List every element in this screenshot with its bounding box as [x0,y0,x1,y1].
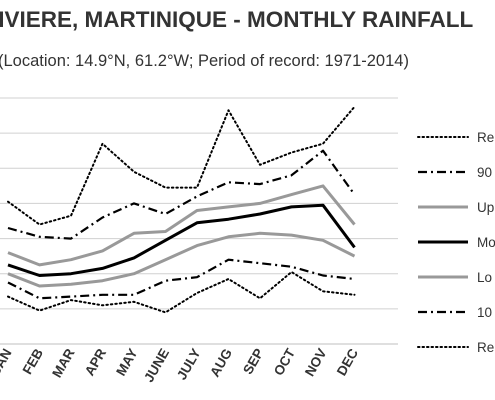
x-tick-label: DEC [334,346,361,378]
series-line [7,271,356,314]
series-line [7,149,356,240]
series-line [7,184,356,267]
legend-label: Re [477,340,494,355]
x-tick-label: FEB [20,346,47,377]
legend-label: Lo [477,270,492,285]
legend-label: Up [477,200,494,215]
x-tick-label: MAY [113,346,140,378]
x-tick-label: APR [82,346,109,378]
series-line [7,203,356,277]
legend-item: Lo [418,270,492,285]
legend-item: 10 [418,305,492,320]
chart-title: GD RIVIERE, MARTINIQUE - MONTHLY RAINFAL… [0,7,474,32]
grid-lines [0,97,398,345]
series-2 [7,149,356,240]
legend-item: 90 [418,165,492,180]
series-1 [7,105,356,226]
legend-item: Mo [418,235,495,250]
legend-item: Re [417,130,494,145]
x-tick-label: JAN [0,346,15,377]
legend-label: 90 [477,165,492,180]
legend-label: Re [477,130,494,145]
legend-label: 10 [477,305,492,320]
series-line [7,231,356,288]
x-tick-label: AUG [207,346,235,379]
series-6 [7,258,355,300]
series-5 [7,231,356,288]
series-7 [7,271,356,314]
legend: Re 90 Up Mo Lo 10 Re [417,130,495,355]
x-tick-label: JULY [174,346,204,382]
series-4 [7,203,356,277]
x-tick-labels: JAN FEB MAR APR MAY JUNE JULY AUG SEP OCT NOV DEC [0,345,361,384]
legend-item: Re [417,340,494,355]
series-3 [7,184,356,267]
x-tick-label: MAR [49,346,77,380]
x-tick-label: SEP [240,346,266,377]
legend-item: Up [418,200,494,215]
series-line [7,258,355,300]
x-tick-label: OCT [271,345,299,378]
chart-subtitle: (Location: 14.9°N, 61.2°W; Period of rec… [0,52,409,70]
series-line [7,105,356,226]
x-tick-label: NOV [302,346,330,379]
x-tick-label: JUNE [141,346,172,385]
legend-label: Mo [477,235,495,250]
series-lines [7,105,356,314]
